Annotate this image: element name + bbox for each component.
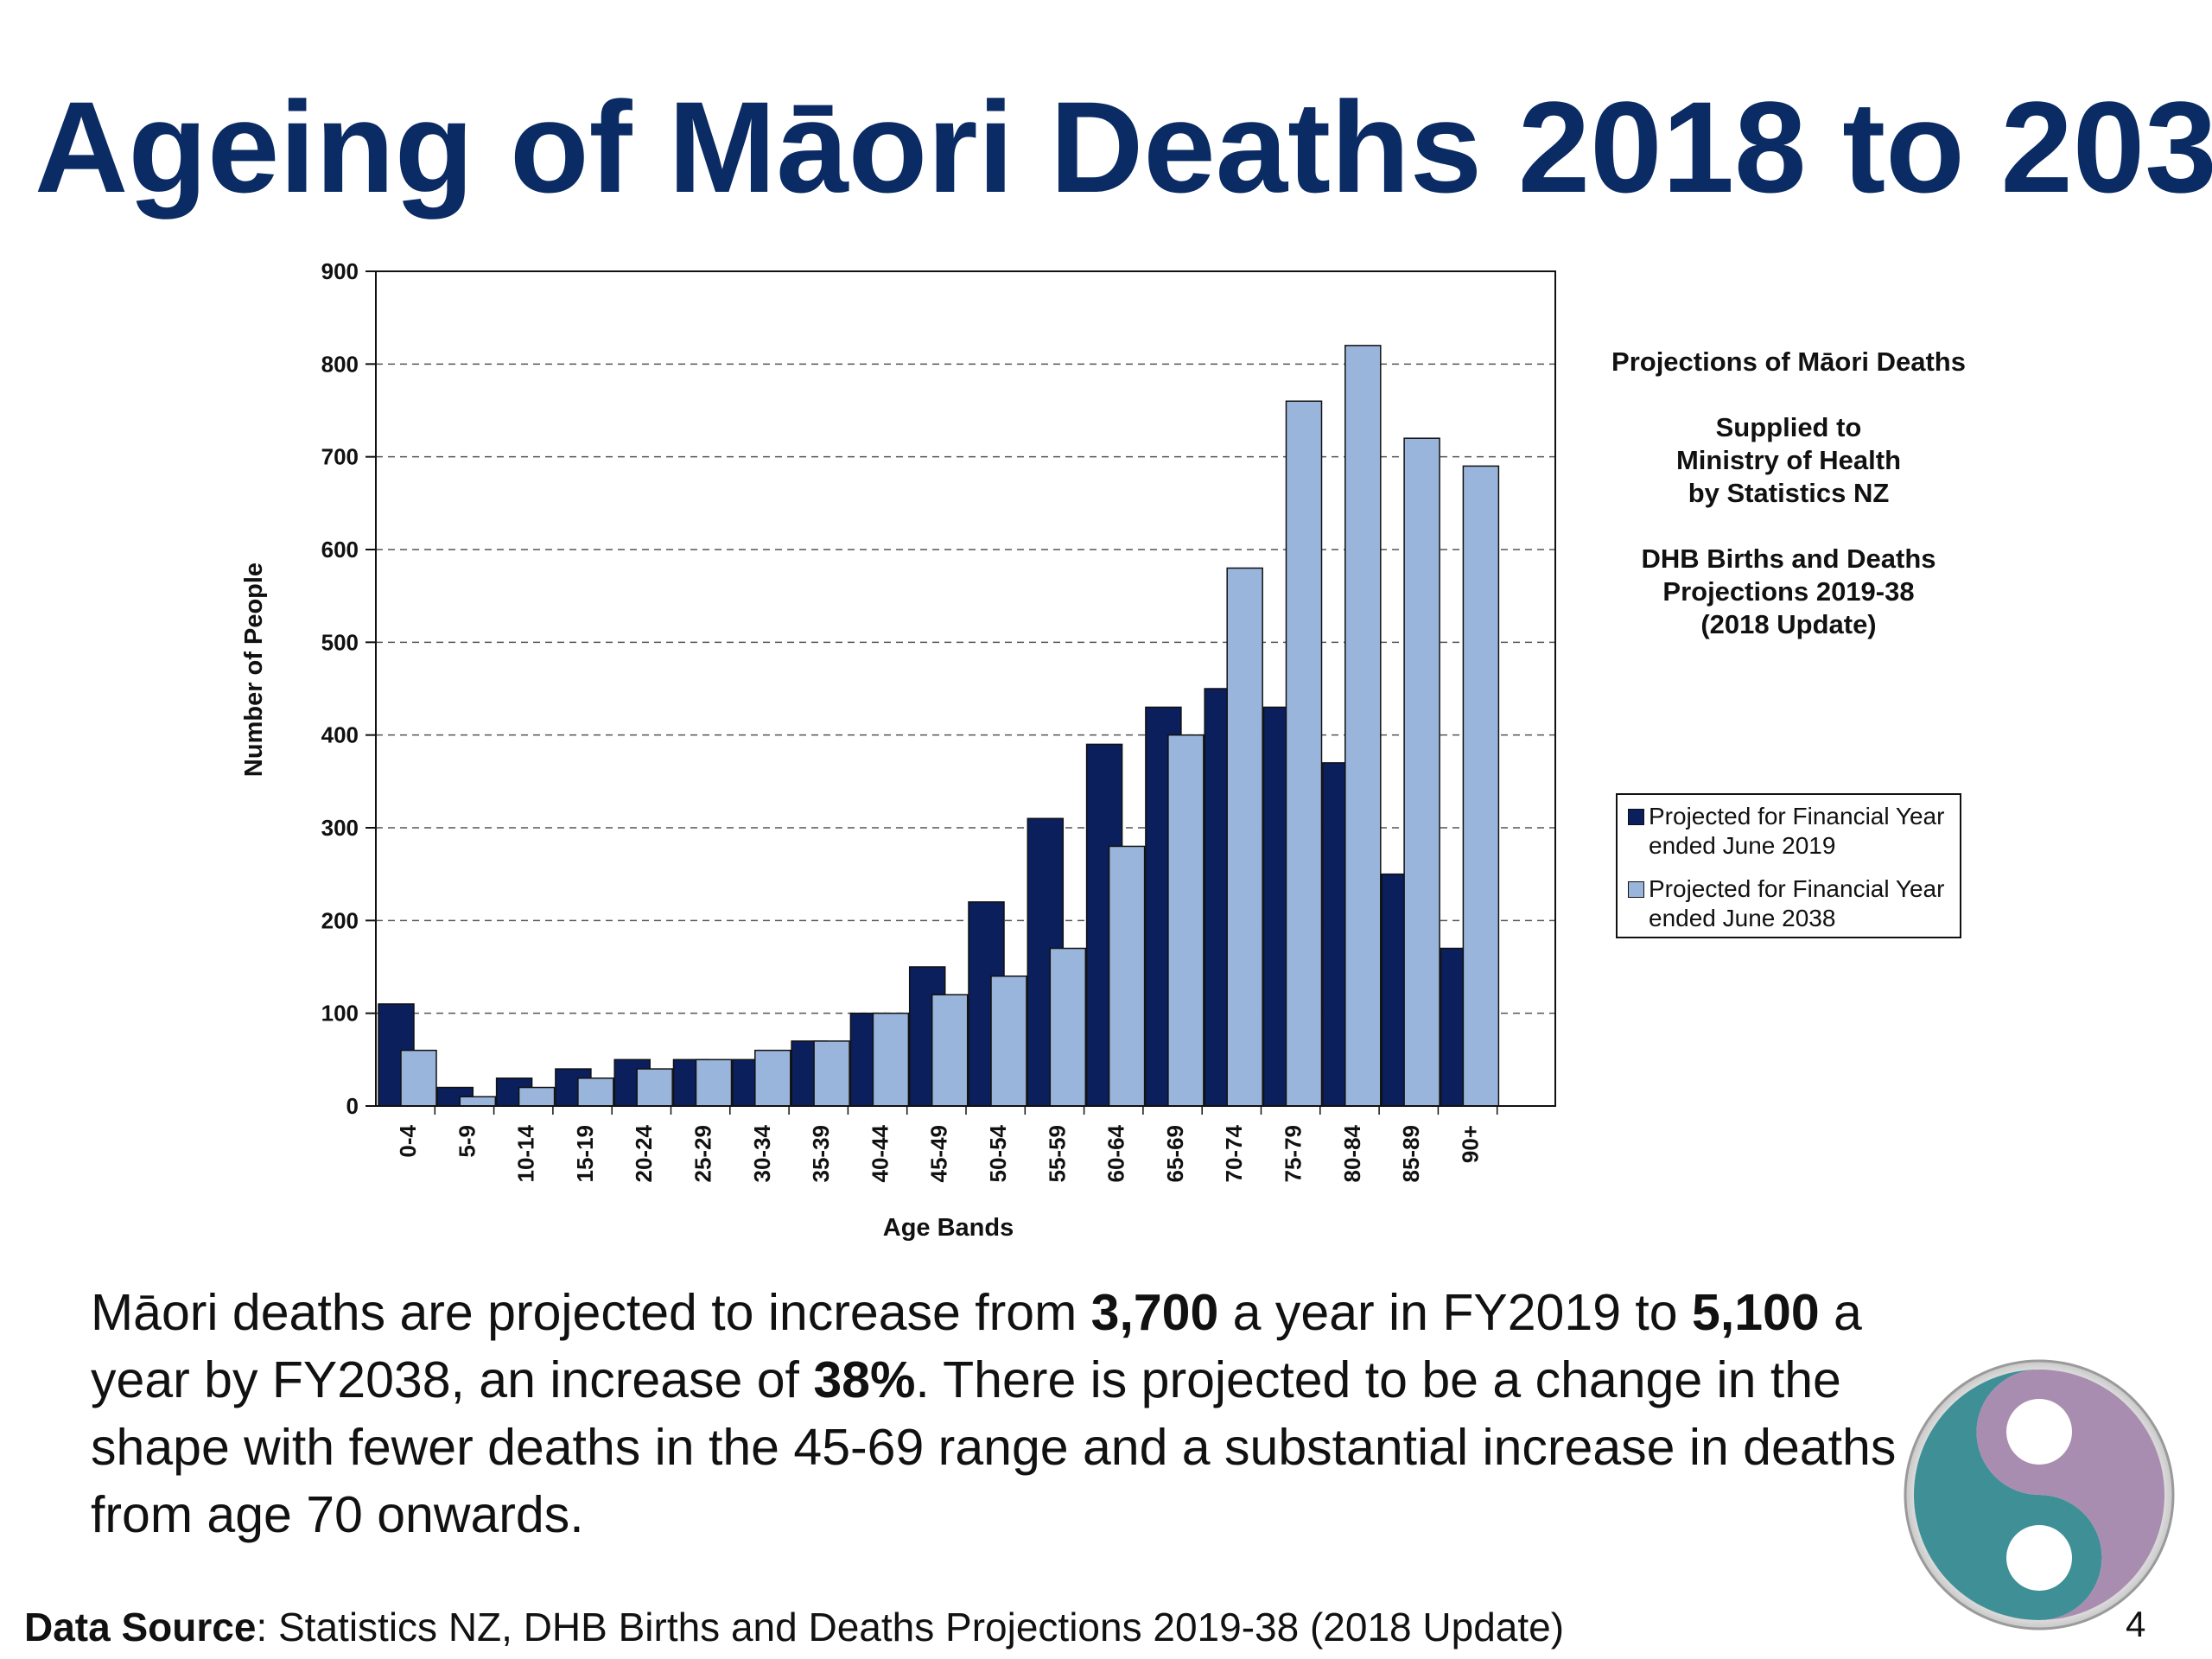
- legend-label-2019: Projected for Financial Year ended June …: [1649, 803, 1945, 859]
- y-tick-label: 100: [321, 1001, 359, 1027]
- y-tick-label: 300: [321, 815, 359, 841]
- chart-legend: Projected for Financial Year ended June …: [1616, 793, 1961, 938]
- y-tick-label: 900: [321, 258, 359, 284]
- chart-source-note: Projections of Māori Deaths Supplied to …: [1564, 346, 2013, 674]
- x-tick-label: 70-74: [1221, 1124, 1247, 1182]
- summary-text-3: a year by FY2038, an increase of: [91, 1284, 1862, 1408]
- x-tick-label: 30-34: [749, 1124, 775, 1182]
- y-tick-label: 700: [321, 444, 359, 470]
- y-tick-label: 400: [321, 722, 359, 748]
- x-tick-label: 15-19: [572, 1125, 598, 1183]
- bar-2038-85-89: [1403, 437, 1440, 1107]
- bar-2038-75-79: [1285, 400, 1323, 1107]
- bar-2038-10-14: [518, 1086, 556, 1107]
- bar-2038-80-84: [1344, 345, 1382, 1107]
- x-tick-label: 80-84: [1339, 1124, 1365, 1182]
- bar-2038-45-49: [931, 994, 969, 1107]
- y-tick-label: 600: [321, 537, 359, 563]
- y-tick-label: 800: [321, 351, 359, 377]
- x-tick-label: 25-29: [690, 1125, 716, 1183]
- note-supplier: Supplied to Ministry of Health by Statis…: [1675, 412, 1902, 508]
- summary-value-2038: 5,100: [1692, 1284, 1820, 1341]
- bar-2038-5-9: [459, 1096, 497, 1107]
- legend-swatch-2038: [1628, 881, 1644, 898]
- data-source: Data Source: Statistics NZ, DHB Births a…: [24, 1604, 1564, 1650]
- data-source-text: : Statistics NZ, DHB Births and Deaths P…: [256, 1605, 1565, 1649]
- bar-2038-25-29: [695, 1058, 733, 1107]
- legend-label-2038: Projected for Financial Year ended June …: [1649, 875, 1945, 931]
- legend-swatch-2019: [1628, 809, 1644, 825]
- x-tick-label: 20-24: [631, 1124, 657, 1182]
- data-source-label: Data Source: [24, 1605, 257, 1649]
- x-tick-label: 50-54: [985, 1124, 1011, 1182]
- y-tick-label: 200: [321, 907, 359, 933]
- x-tick-label: 5-9: [454, 1125, 480, 1158]
- summary-value-2019: 3,700: [1090, 1284, 1219, 1341]
- summary-increase: 38%: [813, 1351, 916, 1408]
- bar-2038-40-44: [872, 1012, 910, 1107]
- y-tick-label: 500: [321, 629, 359, 655]
- y-axis-title: Number of People: [240, 563, 268, 777]
- slide-title: Ageing of Māori Deaths 2018 to 2038: [35, 74, 2212, 219]
- x-tick-label: 75-79: [1281, 1125, 1306, 1183]
- bar-2038-65-69: [1167, 734, 1205, 1107]
- note-heading: Projections of Māori Deaths: [1611, 346, 1966, 377]
- page-number: 4: [2126, 1604, 2146, 1644]
- bar-chart: 0 100 200 300 400 500 600 700 800 900 0-4 5-9 10-14 1…: [240, 258, 1556, 1242]
- bar-2038-0-4: [400, 1049, 437, 1107]
- x-tick-label: 0-4: [395, 1124, 421, 1157]
- bar-2038-35-39: [813, 1040, 850, 1107]
- x-tick-label: 40-44: [867, 1124, 893, 1182]
- summary-text-2: a year in FY2019 to: [1218, 1284, 1692, 1341]
- summary-paragraph: Māori deaths are projected to increase f…: [91, 1279, 1905, 1548]
- bar-2038-60-64: [1108, 845, 1146, 1107]
- x-tick-label: 10-14: [513, 1124, 539, 1182]
- bar-2038-90+: [1462, 465, 1500, 1107]
- x-tick-label: 55-59: [1044, 1125, 1070, 1183]
- x-tick-label: 35-39: [808, 1125, 834, 1183]
- legend-item-2019: Projected for Financial Year ended June …: [1628, 802, 1951, 861]
- y-tick-label: 0: [346, 1093, 359, 1119]
- x-tick-label: 45-49: [926, 1125, 952, 1183]
- bar-2038-50-54: [990, 975, 1027, 1107]
- legend-item-2038: Projected for Financial Year ended June …: [1628, 874, 1951, 933]
- x-tick-label: 60-64: [1103, 1124, 1129, 1182]
- koru-logo-icon: [1904, 1359, 2175, 1630]
- x-tick-label: 90+: [1457, 1125, 1483, 1163]
- bar-2038-70-74: [1226, 567, 1263, 1107]
- bar-2038-20-24: [636, 1068, 673, 1107]
- bar-2038-30-34: [754, 1049, 791, 1107]
- summary-text-4: . There is projected to be a change in t…: [91, 1351, 1897, 1543]
- summary-text-1: Māori deaths are projected to increase f…: [91, 1284, 1091, 1341]
- bar-2038-55-59: [1049, 947, 1087, 1107]
- note-dataset: DHB Births and Deaths Projections 2019-3…: [1641, 543, 1936, 639]
- x-tick-label: 65-69: [1162, 1125, 1188, 1183]
- x-axis-title: Age Bands: [883, 1214, 1014, 1242]
- bar-2038-15-19: [577, 1077, 614, 1107]
- x-tick-label: 85-89: [1398, 1125, 1424, 1183]
